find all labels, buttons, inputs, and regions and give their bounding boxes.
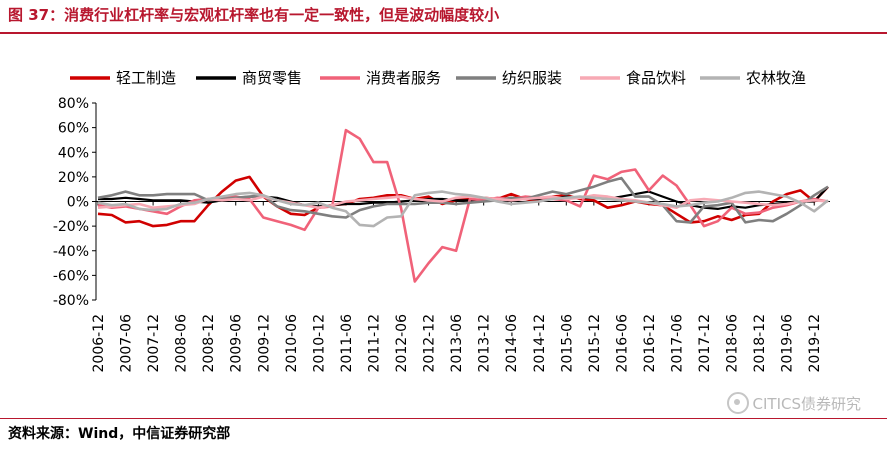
footer-divider [0,418,887,419]
x-tick-label: 2011-12 [366,314,382,373]
x-tick-label: 2019-12 [807,314,823,373]
x-tick-label: 2013-12 [477,314,493,373]
y-tick-label: 20% [58,170,89,186]
source-note: 资料来源：Wind，中信证券研究部 [8,426,231,442]
y-tick-label: -80% [53,293,89,309]
x-tick-label: 2016-06 [614,314,630,373]
x-tick-label: 2012-06 [394,314,410,373]
x-tick-label: 2009-06 [229,314,245,373]
x-tick-label: 2008-12 [201,314,217,373]
x-tick-label: 2012-12 [422,314,438,373]
y-tick-label: 60% [58,121,89,137]
x-tick-label: 2007-12 [146,314,162,373]
legend-label: 轻工制造 [116,69,176,87]
chart-legend: 轻工制造 商贸零售 消费者服务 纺织服装 食品饮料 农林牧渔 [70,69,806,87]
x-tick-label: 2018-12 [752,314,768,373]
series-line-6 [97,190,829,228]
x-tick-label: 2013-06 [449,314,465,373]
legend-label: 农林牧渔 [746,69,806,87]
legend-label: 消费者服务 [366,69,441,87]
x-tick-label: 2011-06 [339,314,355,373]
y-tick-label: -60% [53,268,89,284]
x-tick-label: 2016-12 [642,314,658,373]
wechat-icon [726,392,749,414]
y-tick-label: -40% [53,244,89,260]
legend-label: 食品饮料 [626,69,686,87]
figure-title: 图 37：消费行业杠杆率与宏观杠杆率也有一定一致性，但是波动幅度较小 [8,6,500,24]
chart-axes: 80% 60% 40% 20% 0% -20% -40% -60% -80%2006-12 200… [53,96,830,373]
legend-label: 纺织服装 [502,69,562,87]
x-tick-label: 2010-06 [284,314,300,373]
x-tick-label: 2009-12 [256,314,272,373]
x-tick-label: 2018-06 [725,314,741,373]
x-tick-label: 2017-06 [669,314,685,373]
x-tick-label: 2015-06 [559,314,575,373]
series-line-5 [97,194,829,209]
title-divider [0,32,887,34]
x-tick-label: 2019-06 [780,314,796,373]
y-tick-label: 80% [58,96,89,112]
y-tick-label: -20% [53,219,89,235]
x-tick-label: 2010-12 [311,314,327,373]
legend-label: 商贸零售 [242,69,302,87]
y-tick-label: 0% [67,195,89,211]
watermark-text: CITICS债券研究 [752,394,861,413]
x-tick-label: 2007-06 [119,314,135,373]
chart-series [97,128,829,283]
x-tick-label: 2017-12 [697,314,713,373]
x-tick-label: 2014-12 [532,314,548,373]
x-tick-label: 2015-12 [587,314,603,373]
x-tick-label: 2006-12 [91,314,107,373]
watermark: CITICS债券研究 [726,392,861,414]
y-tick-label: 40% [58,145,89,161]
series-line-1 [97,175,829,228]
x-tick-label: 2008-06 [174,314,190,373]
x-tick-label: 2014-06 [504,314,520,373]
